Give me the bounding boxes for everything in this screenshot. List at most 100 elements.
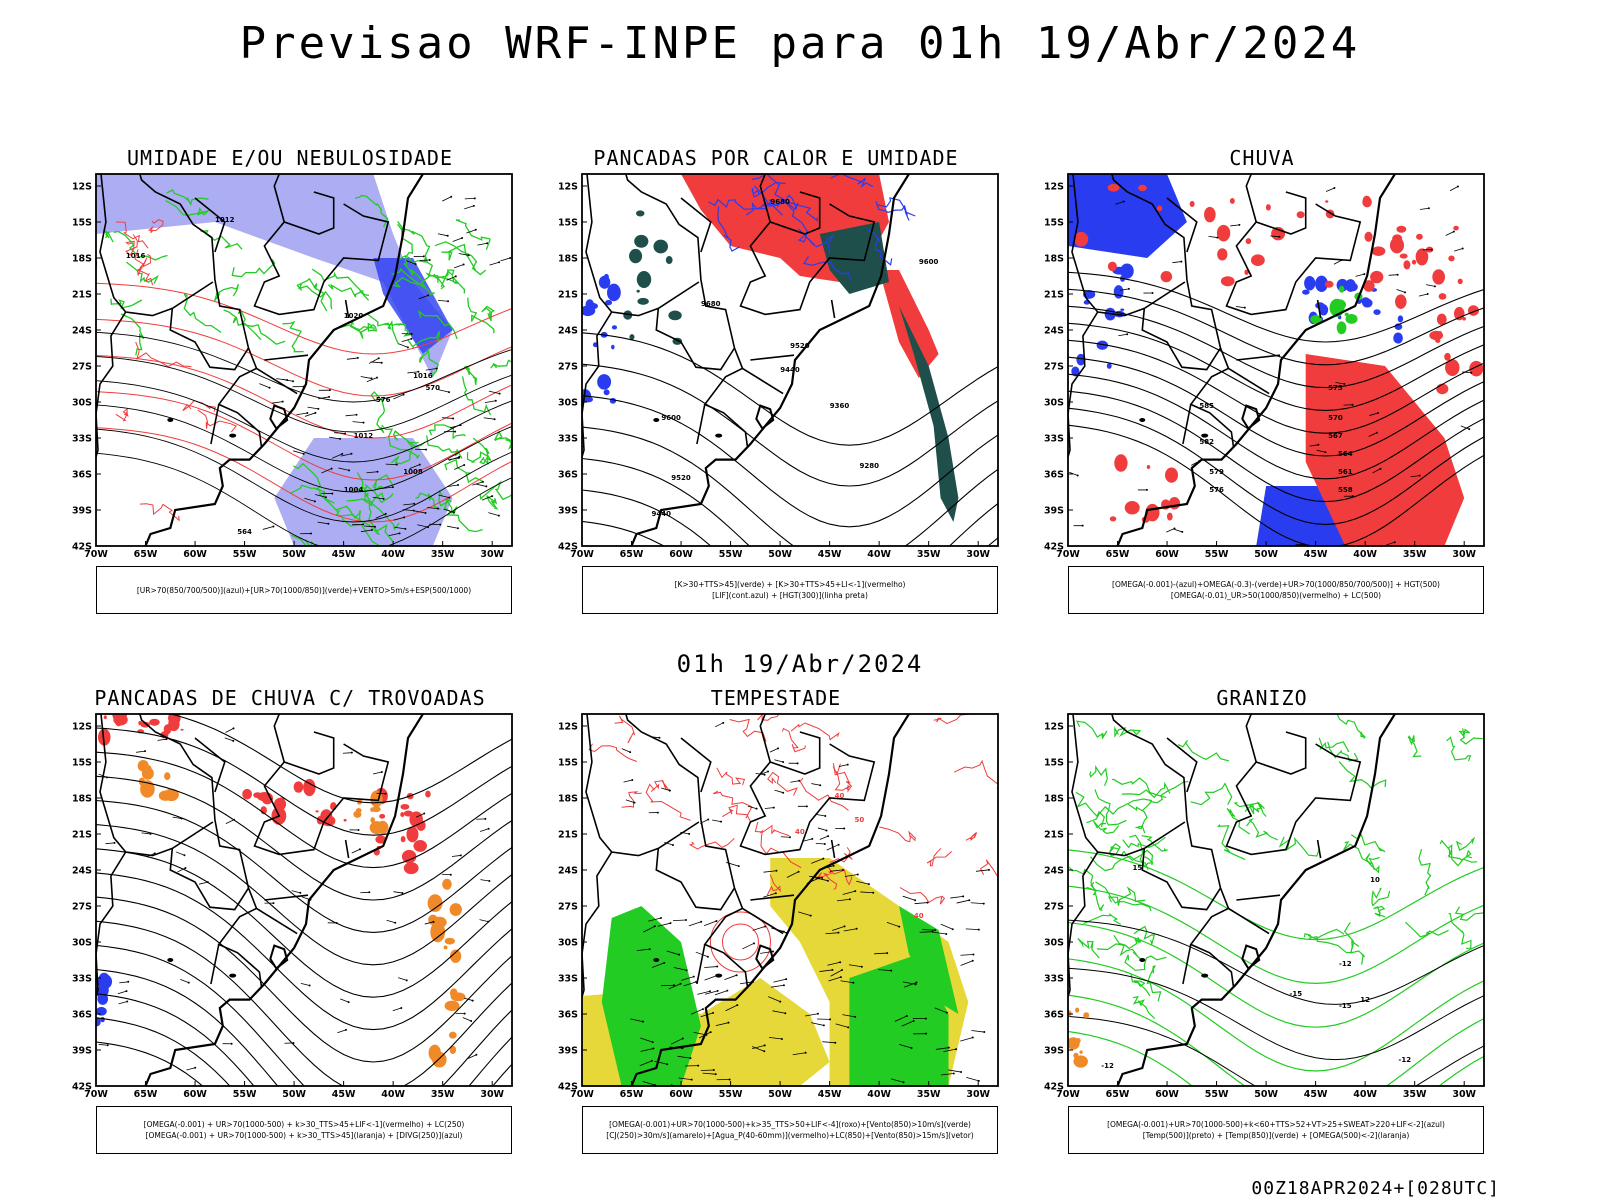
lat-tick-label: 27S [1044, 362, 1064, 373]
lat-tick-label: 27S [558, 362, 578, 373]
contour-label: 9600 [919, 258, 939, 266]
lat-tick-label: 33S [558, 434, 578, 445]
contour-label: 40 [795, 828, 805, 836]
lon-tick-label: 40W [1353, 549, 1377, 560]
contour-label: -12 [1398, 1056, 1411, 1064]
lat-tick-label: 42S [72, 542, 92, 553]
lat-tick-label: 12S [1044, 722, 1064, 733]
contour-label: 564 [1338, 450, 1353, 458]
panel-legend: [OMEGA(-0.001)+UR>70(1000-500)+k>35_TTS>… [582, 1106, 998, 1154]
map-umidade: 1012 1016 1020 1016 1012 1008 1004 570 576 564 12S… [72, 173, 513, 560]
lat-tick-label: 39S [558, 506, 578, 517]
contour-label: 1016 [413, 372, 433, 380]
panel-chuva: CHUVA 585 582 579 576 573 570 567 564 561 558 12S 1… [1022, 146, 1502, 631]
contour-label: -12 [1339, 960, 1352, 968]
lon-tick-label: 45W [818, 1089, 842, 1100]
lon-tick-label: 35W [1403, 549, 1427, 560]
lon-tick-label: 45W [1304, 549, 1328, 560]
contour-label: 1020 [344, 312, 364, 320]
lon-tick-label: 60W [1155, 1089, 1179, 1100]
panel-title: PANCADAS DE CHUVA C/ TROVOADAS [94, 686, 486, 710]
lat-tick-label: 33S [72, 434, 92, 445]
lat-tick-label: 33S [1044, 434, 1064, 445]
contour-label: 585 [1199, 402, 1214, 410]
lon-tick-label: 70W [84, 549, 108, 560]
lon-tick-label: 50W [1254, 1089, 1278, 1100]
lat-tick-label: 39S [1044, 1046, 1064, 1057]
contour-label: 9280 [859, 462, 879, 470]
panel-granizo: GRANIZO -12 -15 -15 -12 -12 12 10 15 12S 15S 18S 21… [1022, 686, 1502, 1171]
contour-label: 1004 [344, 486, 364, 494]
lat-tick-label: 24S [1044, 866, 1064, 877]
contour-label: 9440 [651, 510, 671, 518]
lon-tick-label: 50W [768, 549, 792, 560]
panel-legend: [OMEGA(-0.001) + UR>70(1000-500) + k>30_… [96, 1106, 512, 1154]
lon-tick-label: 55W [233, 549, 257, 560]
lat-tick-label: 39S [72, 1046, 92, 1057]
lat-tick-label: 36S [72, 470, 92, 481]
lat-tick-label: 21S [1044, 830, 1064, 841]
panel-title: GRANIZO [1216, 686, 1308, 710]
contour-label: 9520 [790, 342, 810, 350]
contour-label: 9440 [780, 366, 800, 374]
lat-tick-label: 18S [1044, 794, 1064, 805]
lat-tick-label: 33S [558, 974, 578, 985]
lon-tick-label: 60W [183, 1089, 207, 1100]
lon-tick-label: 30W [480, 549, 504, 560]
lon-tick-label: 45W [332, 1089, 356, 1100]
lat-tick-label: 39S [72, 506, 92, 517]
contour-label: 40 [835, 792, 845, 800]
lon-tick-label: 40W [867, 549, 891, 560]
lat-tick-label: 30S [72, 398, 92, 409]
lon-tick-label: 50W [282, 549, 306, 560]
lon-tick-label: 70W [84, 1089, 108, 1100]
lat-tick-label: 30S [1044, 938, 1064, 949]
lon-tick-label: 65W [1106, 549, 1130, 560]
lat-tick-label: 12S [72, 182, 92, 193]
legend-line: [UR>70(850/700/500)](azul)+[UR>70(1000/8… [136, 585, 472, 595]
lon-tick-label: 60W [669, 1089, 693, 1100]
lon-tick-label: 30W [1452, 549, 1476, 560]
contour-label: 576 [376, 396, 391, 404]
panel-legend: [OMEGA(-0.001)-(azul)+OMEGA(-0.3)-(verde… [1068, 566, 1484, 614]
lat-tick-label: 30S [72, 938, 92, 949]
lon-tick-label: 70W [570, 549, 594, 560]
lon-tick-label: 30W [966, 549, 990, 560]
lat-tick-label: 15S [1044, 758, 1064, 769]
lat-tick-label: 18S [558, 794, 578, 805]
contour-label: 570 [1328, 414, 1343, 422]
lat-tick-label: 12S [72, 722, 92, 733]
lon-tick-label: 70W [570, 1089, 594, 1100]
panel-legend: [K>30+TTS>45](verde) + [K>30+TTS>45+LI<-… [582, 566, 998, 614]
lat-tick-label: 21S [558, 830, 578, 841]
lon-tick-label: 55W [1205, 1089, 1229, 1100]
contour-label: 1016 [126, 252, 146, 260]
lon-tick-label: 50W [768, 1089, 792, 1100]
lon-tick-label: 55W [233, 1089, 257, 1100]
contour-label: 564 [237, 528, 252, 536]
lat-tick-label: 15S [72, 218, 92, 229]
lat-tick-label: 24S [72, 866, 92, 877]
lat-tick-label: 21S [72, 290, 92, 301]
contour-label: -12 [1101, 1062, 1114, 1070]
lon-tick-label: 65W [1106, 1089, 1130, 1100]
lon-tick-label: 35W [431, 549, 455, 560]
lat-tick-label: 15S [558, 758, 578, 769]
contour-label: 40 [914, 912, 924, 920]
lon-tick-label: 65W [134, 1089, 158, 1100]
legend-line: [Temp(500)](preto) + [Temp(850)](verde) … [1142, 1131, 1410, 1140]
lon-tick-label: 40W [1353, 1089, 1377, 1100]
contour-label: 9520 [671, 474, 691, 482]
contour-label: 1012 [215, 216, 235, 224]
lat-tick-label: 18S [1044, 254, 1064, 265]
contour-label: 573 [1328, 384, 1343, 392]
lon-tick-label: 35W [917, 549, 941, 560]
lon-tick-label: 70W [1056, 1089, 1080, 1100]
lon-tick-label: 35W [1403, 1089, 1427, 1100]
lon-tick-label: 60W [1155, 549, 1179, 560]
lat-tick-label: 24S [558, 866, 578, 877]
lon-tick-label: 30W [1452, 1089, 1476, 1100]
contour-label: 576 [1209, 486, 1224, 494]
panel-legend: [OMEGA(-0.001)+UR>70(1000-500)+k<60+TTS>… [1068, 1106, 1484, 1154]
